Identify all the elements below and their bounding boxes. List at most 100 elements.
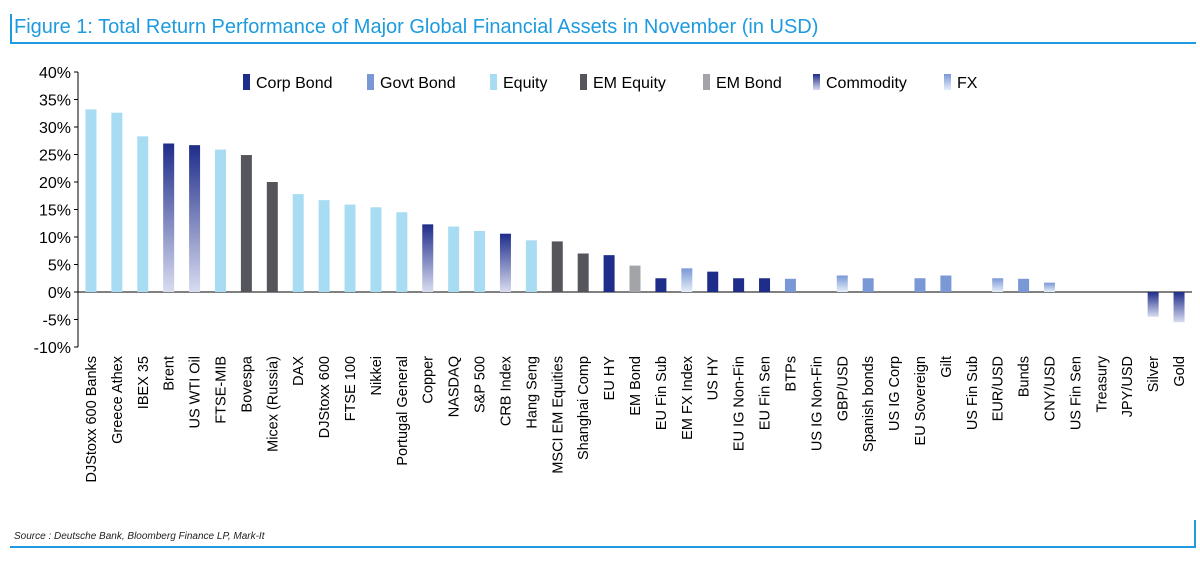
x-tick-label: Gold	[1172, 356, 1188, 387]
bar	[214, 149, 226, 292]
x-tick-label: US HY	[706, 356, 722, 401]
x-tick-label: Gilt	[939, 356, 955, 378]
bar	[681, 268, 693, 292]
y-tick-label: 20%	[39, 175, 71, 192]
title-left-rule	[10, 14, 12, 44]
bar	[163, 143, 175, 292]
x-tick-label: CNY/USD	[1043, 356, 1059, 421]
x-tick-label: FTSE 100	[343, 356, 359, 421]
x-tick-label: JPY/USD	[1120, 356, 1136, 417]
bar	[85, 109, 97, 293]
source-note: Source : Deutsche Bank, Bloomberg Financ…	[14, 531, 265, 542]
x-tick-label: BTPs	[783, 356, 799, 391]
x-tick-label: IBEX 35	[136, 356, 152, 409]
y-tick-label: 35%	[39, 93, 71, 110]
x-tick-label: Bunds	[1017, 356, 1033, 397]
legend-swatch	[944, 74, 951, 90]
bar	[1173, 292, 1185, 323]
bar	[370, 207, 382, 292]
x-tick-label: Portugal General	[395, 356, 411, 466]
bar	[914, 278, 926, 292]
bottom-rule	[10, 546, 1196, 548]
x-tick-label: EM FX Index	[680, 355, 696, 440]
bar	[189, 145, 201, 292]
bar	[344, 204, 356, 292]
x-tick-label: Spanish bonds	[861, 356, 877, 452]
bar	[603, 255, 615, 292]
x-tick-label: EUR/USD	[991, 356, 1007, 421]
x-tick-label: DAX	[291, 356, 307, 386]
bar	[992, 278, 1004, 292]
y-axis: 40% 35% 30% 25% 20% 15% 10% 5% 0% -5% -10%	[34, 65, 1192, 357]
x-tick-label: Nikkei	[369, 356, 385, 395]
y-tick-label: 0%	[48, 285, 71, 302]
legend-swatch	[580, 74, 587, 90]
x-tick-label: EM Bond	[628, 356, 644, 416]
y-tick-label: 5%	[48, 258, 71, 275]
legend-label: Equity	[503, 75, 547, 92]
bar	[111, 112, 123, 292]
x-tick-label: EU IG Non-Fin	[732, 356, 748, 451]
title-underline	[10, 42, 1196, 44]
legend-swatch	[813, 74, 820, 90]
x-tick-label: FTSE-MIB	[213, 356, 229, 424]
x-tick-label: NASDAQ	[447, 356, 463, 417]
bar	[862, 278, 874, 292]
legend-swatch	[243, 74, 250, 90]
x-tick-label: DJStoxx 600	[317, 356, 333, 438]
x-tick-label: DJStoxx 600 Banks	[84, 356, 100, 483]
bar	[240, 155, 252, 292]
bar	[629, 265, 641, 292]
bar	[1147, 292, 1159, 317]
bar	[551, 241, 563, 292]
x-tick-label: EU Fin Sen	[758, 356, 774, 430]
x-tick-label: Bovespa	[239, 355, 255, 412]
chart-title: Figure 1: Total Return Performance of Ma…	[14, 16, 819, 38]
legend-label: Govt Bond	[380, 75, 456, 92]
bar	[396, 212, 408, 292]
x-tick-label: EU HY	[602, 356, 618, 401]
x-tick-label: US WTI Oil	[188, 356, 204, 429]
y-tick-label: 10%	[39, 230, 71, 247]
legend-label: EM Bond	[716, 75, 782, 92]
bar	[784, 278, 796, 292]
x-axis-labels: DJStoxx 600 Banks Greece Athex IBEX 35 Bren…	[84, 355, 1188, 482]
x-tick-label: GBP/USD	[835, 356, 851, 421]
bar	[318, 200, 330, 292]
bar	[266, 182, 278, 292]
bar	[474, 230, 486, 292]
bar	[577, 253, 589, 292]
y-tick-label: 25%	[39, 148, 71, 165]
y-tick-label: 40%	[39, 65, 71, 82]
y-tick-label: 30%	[39, 120, 71, 137]
bar	[940, 275, 952, 292]
x-tick-label: US Fin Sen	[1068, 356, 1084, 430]
x-tick-label: Greece Athex	[110, 355, 126, 444]
x-tick-label: Shanghai Comp	[576, 356, 592, 460]
x-tick-label: Treasury	[1094, 355, 1110, 412]
bar	[1018, 278, 1030, 292]
bar	[499, 233, 511, 292]
x-tick-label: MSCI EM Equities	[550, 356, 566, 474]
x-tick-label: S&P 500	[473, 356, 489, 413]
legend: Corp Bond Govt Bond Equity EM Equity EM Bond…	[243, 74, 978, 92]
x-tick-label: US Fin Sub	[965, 356, 981, 430]
legend-swatch	[490, 74, 497, 90]
bar	[733, 278, 745, 292]
legend-label: EM Equity	[593, 75, 666, 92]
x-tick-label: CRB Index	[498, 355, 514, 426]
y-tick-label: -10%	[34, 340, 71, 357]
bar	[448, 226, 460, 292]
legend-swatch	[703, 74, 710, 90]
bottom-right-rule	[1194, 520, 1196, 548]
legend-label: Corp Bond	[256, 75, 333, 92]
bar	[707, 271, 719, 292]
x-tick-label: Micex (Russia)	[265, 356, 281, 452]
bars	[85, 109, 1185, 323]
legend-label: FX	[957, 75, 978, 92]
x-tick-label: Copper	[421, 356, 437, 404]
x-tick-label: EU Sovereign	[913, 356, 929, 445]
x-tick-label: US IG Corp	[887, 356, 903, 431]
